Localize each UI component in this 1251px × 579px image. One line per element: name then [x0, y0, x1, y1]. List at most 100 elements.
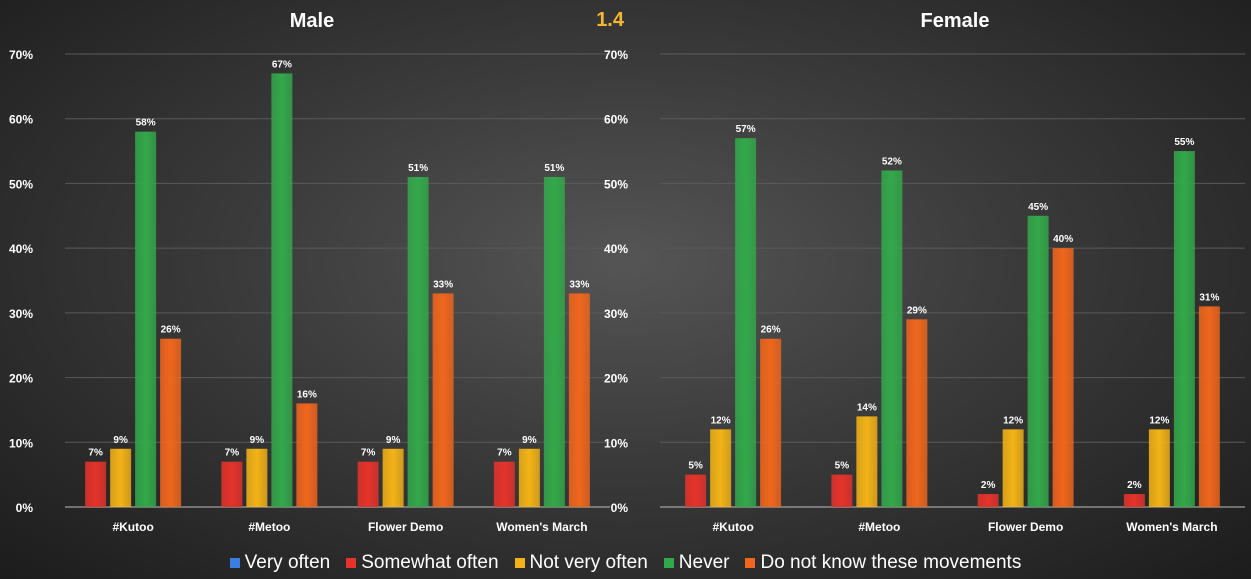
- y-tick-label: 30%: [604, 307, 628, 321]
- chart-badge: 1.4: [596, 9, 625, 31]
- x-tick-label: #Kutoo: [112, 520, 153, 534]
- bar-do-not-know-these-movements: [160, 338, 182, 507]
- legend-swatch: [229, 558, 240, 568]
- data-label: 9%: [250, 435, 265, 446]
- data-label: 9%: [113, 435, 128, 446]
- bar-do-not-know-these-movements: [432, 293, 454, 507]
- bar-never: [407, 176, 429, 507]
- bar-not-very-often: [382, 448, 404, 507]
- data-label: 2%: [1127, 480, 1142, 491]
- bar-never: [1027, 215, 1049, 508]
- data-label: 67%: [272, 59, 292, 70]
- y-tick-label: 70%: [9, 48, 33, 62]
- data-label: 52%: [882, 156, 902, 167]
- data-label: 5%: [835, 461, 850, 472]
- legend-item-do-not-know: Do not know these movements: [745, 552, 1021, 574]
- bar-do-not-know-these-movements: [1198, 306, 1220, 507]
- data-label: 51%: [544, 163, 564, 174]
- bar-never: [271, 73, 293, 508]
- bar-not-very-often: [856, 416, 878, 507]
- legend-swatch: [514, 558, 525, 568]
- y-tick-label: 50%: [604, 177, 628, 191]
- y-tick-label: 10%: [9, 436, 33, 450]
- y-tick-label: 0%: [611, 501, 629, 515]
- bar-not-very-often: [710, 429, 732, 507]
- legend-label: Very often: [244, 552, 331, 573]
- data-label: 7%: [361, 448, 376, 459]
- data-label: 2%: [981, 480, 996, 491]
- chart-title: Male: [290, 10, 334, 32]
- y-tick-label: 60%: [9, 113, 33, 127]
- data-label: 12%: [711, 415, 731, 426]
- y-tick-label: 30%: [9, 307, 33, 321]
- legend-item-not-very-often: Not very often: [514, 552, 648, 574]
- data-label: 45%: [1028, 202, 1048, 213]
- bar-somewhat-often: [493, 461, 515, 507]
- y-tick-label: 10%: [604, 436, 628, 450]
- chart-title: Female: [921, 10, 990, 32]
- bar-never: [1173, 151, 1195, 508]
- bar-do-not-know-these-movements: [760, 338, 782, 507]
- y-tick-label: 40%: [604, 242, 628, 256]
- bar-do-not-know-these-movements: [1052, 248, 1074, 507]
- bar-somewhat-often: [977, 494, 999, 507]
- legend-label: Never: [678, 552, 730, 573]
- data-label: 58%: [136, 118, 156, 129]
- y-tick-label: 70%: [604, 48, 628, 62]
- data-label: 9%: [522, 435, 537, 446]
- x-tick-label: #Metoo: [858, 520, 900, 534]
- bar-do-not-know-these-movements: [568, 293, 590, 507]
- data-label: 29%: [907, 305, 927, 316]
- data-label: 31%: [1199, 292, 1219, 303]
- legend-item-somewhat-often: Somewhat often: [346, 552, 499, 574]
- bar-somewhat-often: [685, 474, 707, 507]
- bar-never: [135, 131, 157, 507]
- legend-swatch: [663, 558, 674, 568]
- chart-panel-male: Male 0% 10% 20% 30% 40% 50% 60% 70% 7% 9% 58% 26% #Ku…: [9, 10, 610, 534]
- data-label: 33%: [433, 279, 453, 290]
- legend-item-never: Never: [663, 552, 730, 574]
- data-label: 33%: [569, 279, 589, 290]
- legend-label: Somewhat often: [361, 552, 499, 573]
- y-tick-label: 0%: [16, 501, 34, 515]
- data-label: 7%: [497, 448, 512, 459]
- data-label: 7%: [88, 448, 103, 459]
- chart-legend: Very often Somewhat often Not very often…: [0, 550, 1251, 576]
- x-tick-label: Flower Demo: [988, 520, 1063, 534]
- legend-item-very-often: Very often: [229, 552, 331, 574]
- bar-not-very-often: [1148, 429, 1170, 507]
- data-label: 16%: [297, 389, 317, 400]
- bar-somewhat-often: [85, 461, 107, 507]
- data-label: 26%: [761, 325, 781, 336]
- y-tick-label: 60%: [604, 113, 628, 127]
- data-label: 40%: [1053, 234, 1073, 245]
- x-tick-label: Flower Demo: [368, 520, 443, 534]
- x-tick-label: #Kutoo: [712, 520, 753, 534]
- legend-swatch: [346, 558, 357, 568]
- bar-never: [543, 176, 565, 507]
- data-label: 14%: [857, 402, 877, 413]
- legend-label: Do not know these movements: [760, 552, 1022, 573]
- bar-do-not-know-these-movements: [906, 319, 928, 507]
- data-label: 12%: [1149, 415, 1169, 426]
- y-tick-label: 40%: [9, 242, 33, 256]
- bar-not-very-often: [518, 448, 540, 507]
- bar-somewhat-often: [1123, 494, 1145, 507]
- bar-somewhat-often: [357, 461, 379, 507]
- y-tick-label: 20%: [604, 372, 628, 386]
- data-label: 7%: [225, 448, 240, 459]
- y-tick-label: 20%: [9, 372, 33, 386]
- legend-label: Not very often: [529, 552, 648, 573]
- data-label: 57%: [736, 124, 756, 135]
- data-label: 9%: [386, 435, 401, 446]
- chart-panel-female: Female 0% 10% 20% 30% 40% 50% 60% 70% 5% 12% 57% 26%…: [604, 10, 1245, 534]
- data-label: 55%: [1174, 137, 1194, 148]
- bar-not-very-often: [246, 448, 268, 507]
- data-label: 51%: [408, 163, 428, 174]
- y-tick-label: 50%: [9, 177, 33, 191]
- x-tick-label: Women's March: [496, 520, 587, 534]
- x-tick-label: Women's March: [1126, 520, 1217, 534]
- bar-not-very-often: [110, 448, 132, 507]
- bar-never: [735, 138, 757, 507]
